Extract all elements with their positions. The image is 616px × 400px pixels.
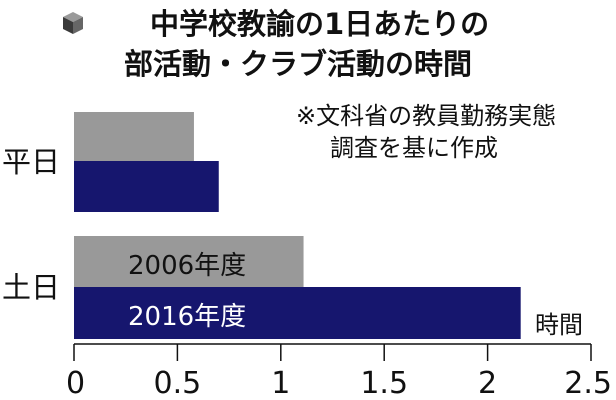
x-tick-label-1: 0 — [66, 366, 85, 400]
category-label-2: 土日 — [2, 271, 60, 305]
x-tick-label-4: 1.5 — [360, 366, 408, 400]
title-line-2: 部活動・クラブ活動の時間 — [124, 47, 473, 81]
source-note-line-1: ※文科省の教員勤務実態 — [296, 102, 557, 130]
bar-1-series-2 — [74, 161, 219, 212]
category-label-1: 平日 — [2, 145, 60, 179]
series-label-2: 2016年度 — [128, 302, 246, 332]
bar-1-series-1 — [74, 112, 194, 161]
source-note-line-2: 調査を基に作成 — [330, 134, 498, 162]
cube-icon — [63, 12, 83, 34]
x-tick-label-6: 2.5 — [564, 366, 612, 400]
series-label-1: 2006年度 — [128, 251, 246, 281]
x-tick-label-2: 0.5 — [154, 366, 202, 400]
bar-2-series-1 — [74, 236, 304, 287]
title-line-1: 中学校教諭の1日あたりの — [150, 7, 490, 41]
x-tick-label-3: 1 — [271, 366, 290, 400]
x-axis-unit: 時間 — [535, 311, 583, 339]
x-tick-label-5: 2 — [478, 366, 497, 400]
bar-2-series-2 — [74, 287, 521, 339]
